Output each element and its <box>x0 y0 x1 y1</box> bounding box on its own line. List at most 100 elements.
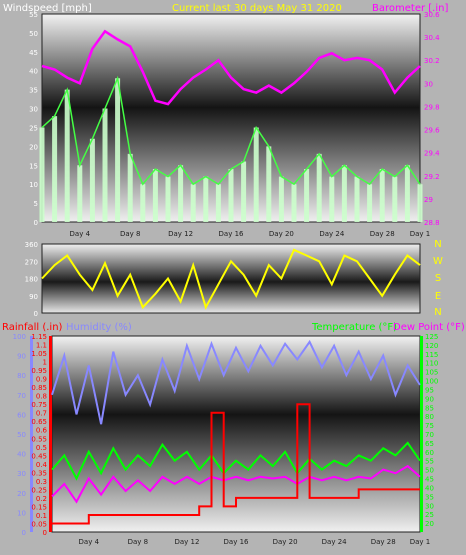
rain-x-tick: Day 12 <box>174 538 199 546</box>
wind-axis-tick: 50 <box>29 30 38 38</box>
barometer-axis-tick: 30.6 <box>424 11 440 19</box>
rainfall-line <box>52 403 420 525</box>
barometer-axis-tick: 29.6 <box>424 127 440 135</box>
temp-axis-tick: 120 <box>425 342 438 350</box>
wind-axis-tick: 5 <box>34 200 38 208</box>
compass-letter: N <box>434 239 441 250</box>
wind-axis-tick: 35 <box>29 87 38 95</box>
direction-axis-tick: 180 <box>25 276 38 284</box>
temp-axis-tick: 30 <box>425 502 434 510</box>
temp-axis-tick: 115 <box>425 351 438 359</box>
direction-axis-tick: 0 <box>34 310 38 318</box>
temp-axis-tick: 40 <box>425 484 434 492</box>
humidity-axis-tick: 80 <box>17 372 26 380</box>
rain-axis-tick: 1.1 <box>36 342 47 350</box>
rain-x-tick: Day 16 <box>224 538 250 546</box>
humidity-axis-tick: 0 <box>22 529 26 537</box>
temp-axis-tick: 55 <box>425 458 434 466</box>
rain-axis-tick: 0.7 <box>36 410 47 418</box>
rain-x-tick: Day 24 <box>322 538 348 546</box>
dewpoint-line <box>51 464 421 504</box>
rain-axis-tick: 1.05 <box>31 350 47 358</box>
wind-x-tick: Day 1 <box>410 230 431 238</box>
rain-axis-tick: 0.85 <box>31 384 47 392</box>
temp-axis-tick: 90 <box>425 395 434 403</box>
wind-axis-tick: 55 <box>29 11 38 19</box>
humidity-axis-tick: 20 <box>17 490 26 498</box>
compass-letter: N <box>434 307 441 318</box>
temp-axis-tick: 80 <box>425 413 434 421</box>
temperature-label: Temperature (°F) <box>311 322 397 333</box>
temperature-line <box>51 441 421 481</box>
direction-axis-tick: 360 <box>25 241 38 249</box>
wind-x-tick: Day 28 <box>370 230 395 238</box>
temp-axis-tick: 125 <box>425 333 438 341</box>
humidity-axis-tick: 40 <box>17 451 26 459</box>
barometer-axis-tick: 28.8 <box>424 219 440 227</box>
wind-x-tick: Day 24 <box>319 230 345 238</box>
wind-axis-tick: 25 <box>29 124 38 132</box>
rain-x-tick: Day 20 <box>273 538 298 546</box>
barometer-axis-tick: 30 <box>424 80 433 88</box>
compass-letter: W <box>433 256 443 267</box>
rain-axis-tick: 0.75 <box>31 401 47 409</box>
direction-axis-tick: 90 <box>29 293 38 301</box>
rain-axis-tick: 0.3 <box>36 478 47 486</box>
rain-axis-tick: 0.6 <box>36 427 48 435</box>
temp-axis-stripe <box>420 336 423 532</box>
humidity-axis-tick: 50 <box>17 431 26 439</box>
wind-title: Windspeed [mph] <box>3 3 92 14</box>
wind-axis-tick: 40 <box>29 68 38 76</box>
compass-letter: E <box>435 291 441 302</box>
humidity-axis-tick: 10 <box>17 509 26 517</box>
temp-axis-tick: 25 <box>425 511 434 519</box>
barometer-axis-tick: 29.2 <box>424 173 440 181</box>
rain-x-tick: Day 8 <box>128 538 149 546</box>
wind-x-tick: Day 4 <box>70 230 91 238</box>
rain-axis-tick: 0.95 <box>31 367 47 375</box>
temp-axis-tick: 35 <box>425 493 434 501</box>
rain-axis-tick: 0.2 <box>36 495 47 503</box>
rain-x-tick: Day 28 <box>371 538 396 546</box>
temp-axis-tick: 45 <box>425 476 434 484</box>
barometer-axis-tick: 30.2 <box>424 57 440 65</box>
humidity-axis-tick: 30 <box>17 470 26 478</box>
rain-axis-tick: 0.5 <box>36 444 47 452</box>
wind-axis-tick: 20 <box>29 143 38 151</box>
humidity-axis-tick: 60 <box>17 411 26 419</box>
rain-axis-tick: 1.15 <box>31 333 47 341</box>
rain-axis-tick: 0.45 <box>31 452 47 460</box>
temp-axis-tick: 50 <box>425 467 434 475</box>
dewpoint-label: Dew Point (°F) <box>393 322 465 333</box>
rain-axis-tick: 0.65 <box>31 418 47 426</box>
temp-axis-tick: 75 <box>425 422 434 430</box>
wind-axis-tick: 30 <box>29 106 38 114</box>
rain-axis-tick: 0.25 <box>31 486 47 494</box>
wind-x-tick: Day 16 <box>219 230 245 238</box>
wind-axis-tick: 15 <box>29 162 38 170</box>
rainfall-label: Rainfall (.in) <box>2 322 63 333</box>
wind-x-tick: Day 8 <box>120 230 141 238</box>
humidity-line <box>51 339 421 425</box>
rain-axis-tick: 1 <box>43 359 47 367</box>
temp-axis-tick: 60 <box>425 449 434 457</box>
rain-axis-tick: 0.1 <box>36 512 47 520</box>
temp-axis-tick: 65 <box>425 440 434 448</box>
rain-x-tick: Day 4 <box>79 538 100 546</box>
wind-axis-tick: 0 <box>34 219 38 227</box>
rain-axis-tick: 0 <box>43 529 47 537</box>
rain-axis-tick: 0.4 <box>36 461 48 469</box>
temp-axis-tick: 110 <box>425 360 438 368</box>
wind-axis-tick: 45 <box>29 49 38 57</box>
barometer-axis-tick: 29 <box>424 196 433 204</box>
humidity-axis-tick: 90 <box>17 353 26 361</box>
barometer-title: Barometer [.in] <box>372 3 448 14</box>
temp-axis-tick: 70 <box>425 431 434 439</box>
direction-axis-tick: 270 <box>25 258 38 266</box>
rain-axis-tick: 0.15 <box>31 503 47 511</box>
rain-x-tick: Day 1 <box>410 538 431 546</box>
compass-letter: S <box>435 273 441 284</box>
temp-axis-tick: 20 <box>425 520 434 528</box>
wind-x-tick: Day 12 <box>168 230 193 238</box>
